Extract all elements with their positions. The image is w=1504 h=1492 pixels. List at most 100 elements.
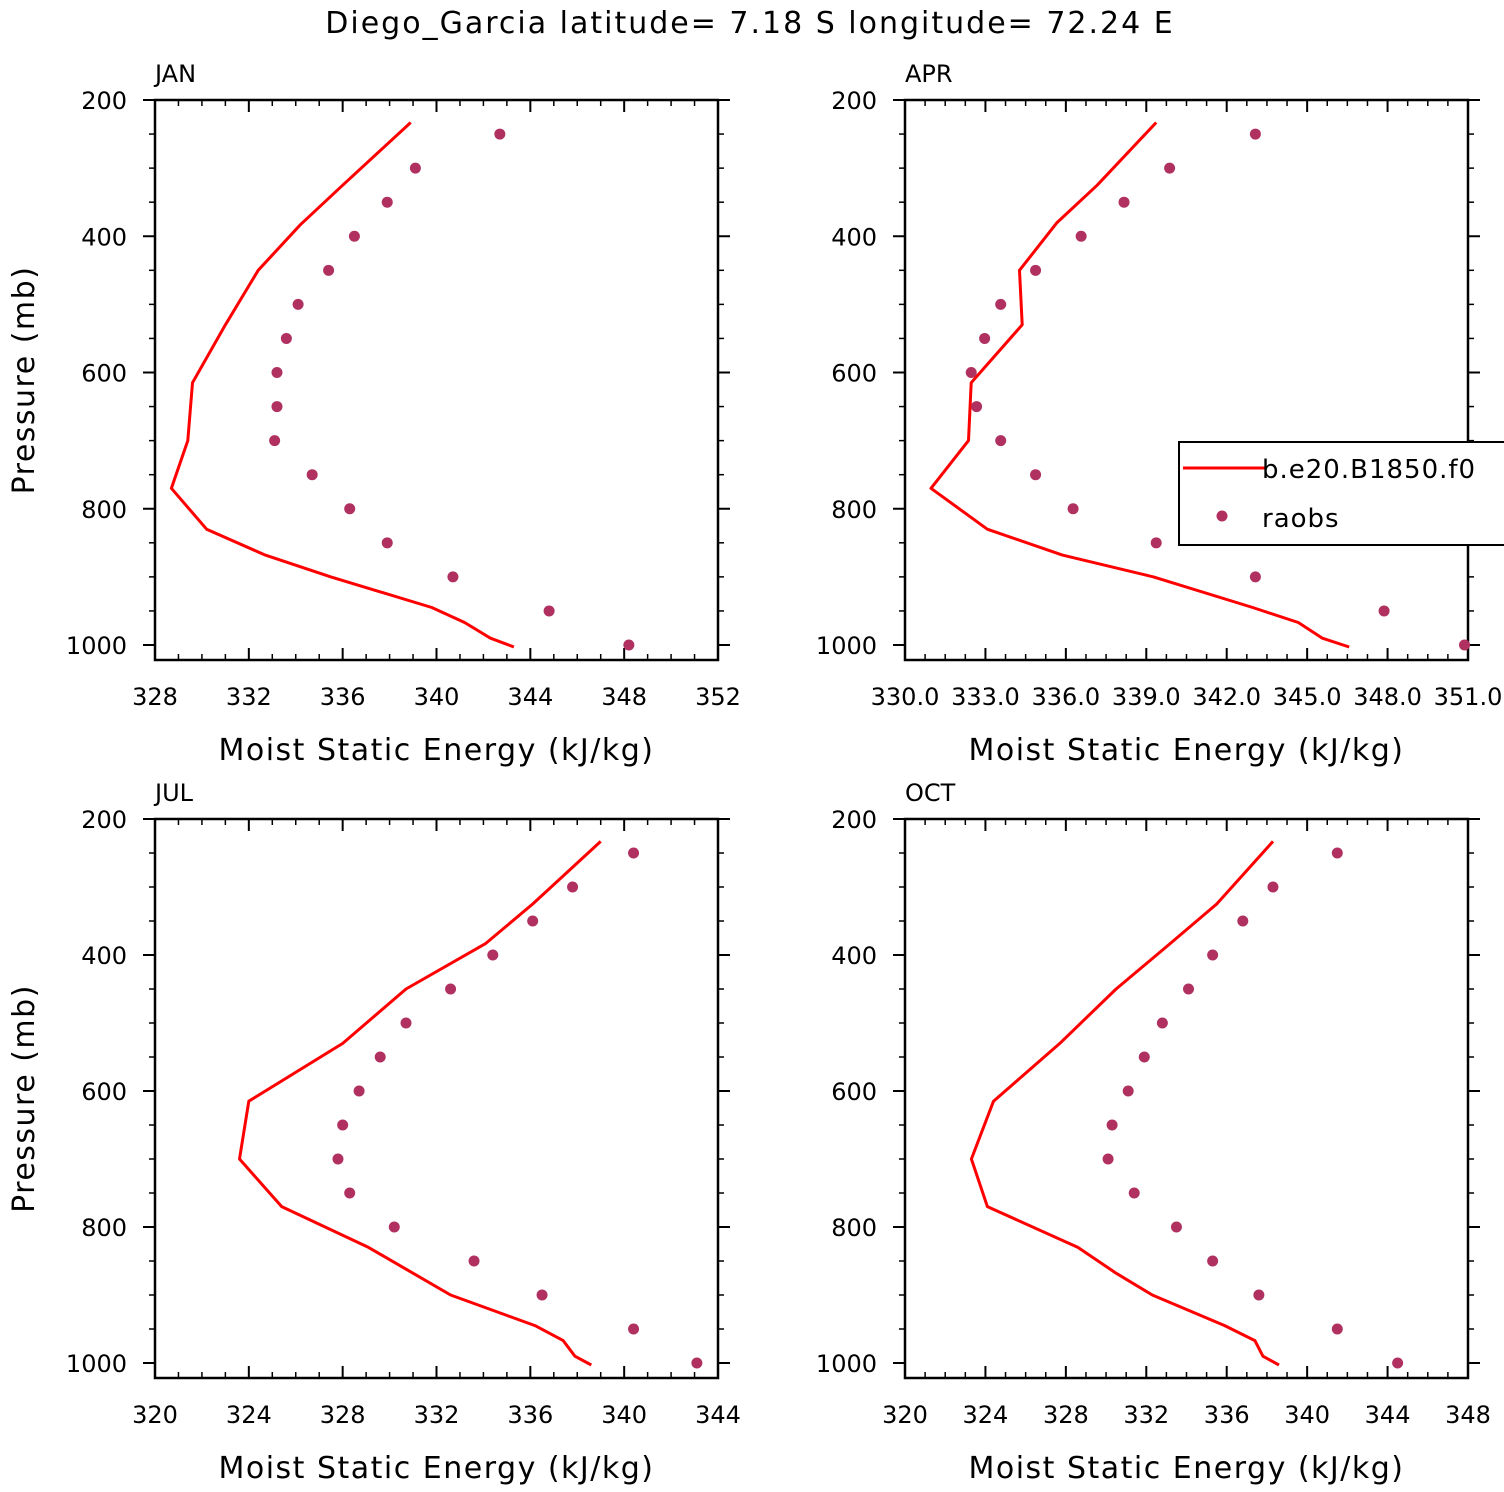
panel-jan: JAN 328 332 336 340 344 348 352 200 400 600 800 1000… — [7, 60, 741, 768]
panel-jul: JUL 320 324 328 332 336 340 344 200 400 600 800 1000… — [7, 779, 741, 1486]
obs-point — [536, 1289, 548, 1301]
panel-apr: APR 330.0 333.0 336.0 339.0 342.0 345.0 348.0 35… — [816, 60, 1504, 768]
x-tick-label: 324 — [226, 1401, 272, 1429]
obs-point — [1030, 469, 1042, 481]
x-tick-label: 320 — [882, 1401, 928, 1429]
legend-marker-swatch — [1216, 510, 1228, 522]
obs-point — [1378, 605, 1390, 617]
obs-point — [1267, 881, 1279, 893]
obs-point — [623, 639, 635, 651]
obs-point — [527, 915, 539, 927]
obs-point — [271, 367, 283, 378]
obs-point — [271, 401, 283, 413]
x-tick-label: 333.0 — [951, 683, 1020, 711]
x-tick-label: 348.0 — [1353, 683, 1422, 711]
x-tick-label: 342.0 — [1192, 683, 1261, 711]
x-tick-label: 330.0 — [871, 683, 940, 711]
obs-point — [995, 435, 1007, 447]
obs-point — [269, 435, 281, 447]
y-tick-label: 200 — [81, 87, 127, 115]
obs-point — [1207, 1255, 1219, 1267]
legend-label: b.e20.B1850.f0 — [1262, 455, 1476, 485]
panel-label: JAN — [153, 60, 196, 88]
obs-point — [995, 298, 1007, 310]
y-tick-label: 600 — [831, 1078, 877, 1106]
y-tick-label: 800 — [831, 496, 877, 524]
y-tick-label: 400 — [831, 942, 877, 970]
obs-point — [323, 264, 335, 276]
obs-point — [344, 1187, 356, 1199]
obs-point — [628, 1323, 640, 1335]
y-tick-label: 800 — [81, 496, 127, 524]
obs-point — [1164, 162, 1176, 174]
obs-point — [1102, 1153, 1114, 1165]
y-tick-label: 400 — [81, 223, 127, 251]
obs-point — [567, 881, 579, 893]
chart-title: Diego_Garcia latitude= 7.18 S longitude=… — [325, 6, 1174, 41]
x-tick-label: 340 — [414, 683, 460, 711]
y-tick-label: 600 — [81, 1078, 127, 1106]
obs-point — [409, 162, 421, 174]
obs-point — [353, 1085, 365, 1097]
obs-point — [1030, 264, 1042, 276]
obs-point — [374, 1051, 386, 1063]
obs-point — [1170, 1221, 1182, 1233]
x-tick-label: 348 — [1445, 1401, 1491, 1429]
obs-point — [691, 1357, 703, 1369]
x-tick-label: 340 — [601, 1401, 647, 1429]
x-tick-label: 336 — [507, 1401, 553, 1429]
obs-point — [1459, 639, 1471, 651]
y-tick-label: 400 — [81, 942, 127, 970]
model-line — [169, 121, 515, 649]
obs-point — [979, 332, 991, 344]
obs-point — [1138, 1051, 1150, 1063]
obs-point — [468, 1255, 480, 1267]
y-tick-label: 200 — [81, 806, 127, 834]
x-tick-label: 336 — [320, 683, 366, 711]
obs-point — [1237, 915, 1249, 927]
obs-point — [494, 128, 506, 140]
plot-frame — [153, 817, 720, 1380]
x-tick-label: 340 — [1284, 1401, 1330, 1429]
x-tick-label: 339.0 — [1112, 683, 1181, 711]
obs-point — [1253, 1289, 1265, 1301]
panel-label: APR — [905, 60, 953, 88]
x-tick-label: 320 — [132, 1401, 178, 1429]
x-axis-label: Moist Static Energy (kJ/kg) — [968, 1451, 1404, 1486]
x-tick-label: 332 — [226, 683, 272, 711]
y-tick-label: 600 — [831, 360, 877, 388]
x-axis-label: Moist Static Energy (kJ/kg) — [218, 1451, 654, 1486]
legend-box — [1178, 441, 1504, 546]
obs-point — [280, 332, 292, 344]
y-tick-label: 800 — [831, 1214, 877, 1242]
obs-point — [543, 605, 555, 617]
x-axis-label: Moist Static Energy (kJ/kg) — [968, 733, 1404, 768]
obs-point — [1331, 847, 1343, 859]
obs-point — [1249, 571, 1261, 583]
x-tick-label: 324 — [963, 1401, 1009, 1429]
obs-point — [400, 1017, 412, 1029]
obs-point — [1128, 1187, 1140, 1199]
model-line — [929, 121, 1350, 649]
plot-frame — [153, 98, 720, 662]
obs-point — [628, 847, 640, 859]
y-tick-label: 600 — [81, 360, 127, 388]
x-tick-label: 352 — [695, 683, 741, 711]
x-tick-label: 328 — [132, 683, 178, 711]
obs-point — [1183, 983, 1195, 995]
x-tick-label: 336 — [1204, 1401, 1250, 1429]
obs-point — [447, 571, 459, 583]
y-tick-label: 200 — [831, 87, 877, 115]
obs-point — [1067, 503, 1079, 515]
legend-label: raobs — [1262, 504, 1340, 534]
y-tick-label: 200 — [831, 806, 877, 834]
plot-frame — [903, 98, 1470, 662]
model-line — [238, 840, 602, 1367]
obs-point — [337, 1119, 349, 1131]
x-tick-label: 348 — [601, 683, 647, 711]
y-axis-label: Pressure (mb) — [7, 266, 42, 495]
y-tick-label: 1000 — [66, 1350, 127, 1378]
panel-oct: OCT 320 324 328 332 336 340 344 348 200 400 600 800 1… — [816, 779, 1491, 1486]
obs-point — [965, 367, 977, 378]
